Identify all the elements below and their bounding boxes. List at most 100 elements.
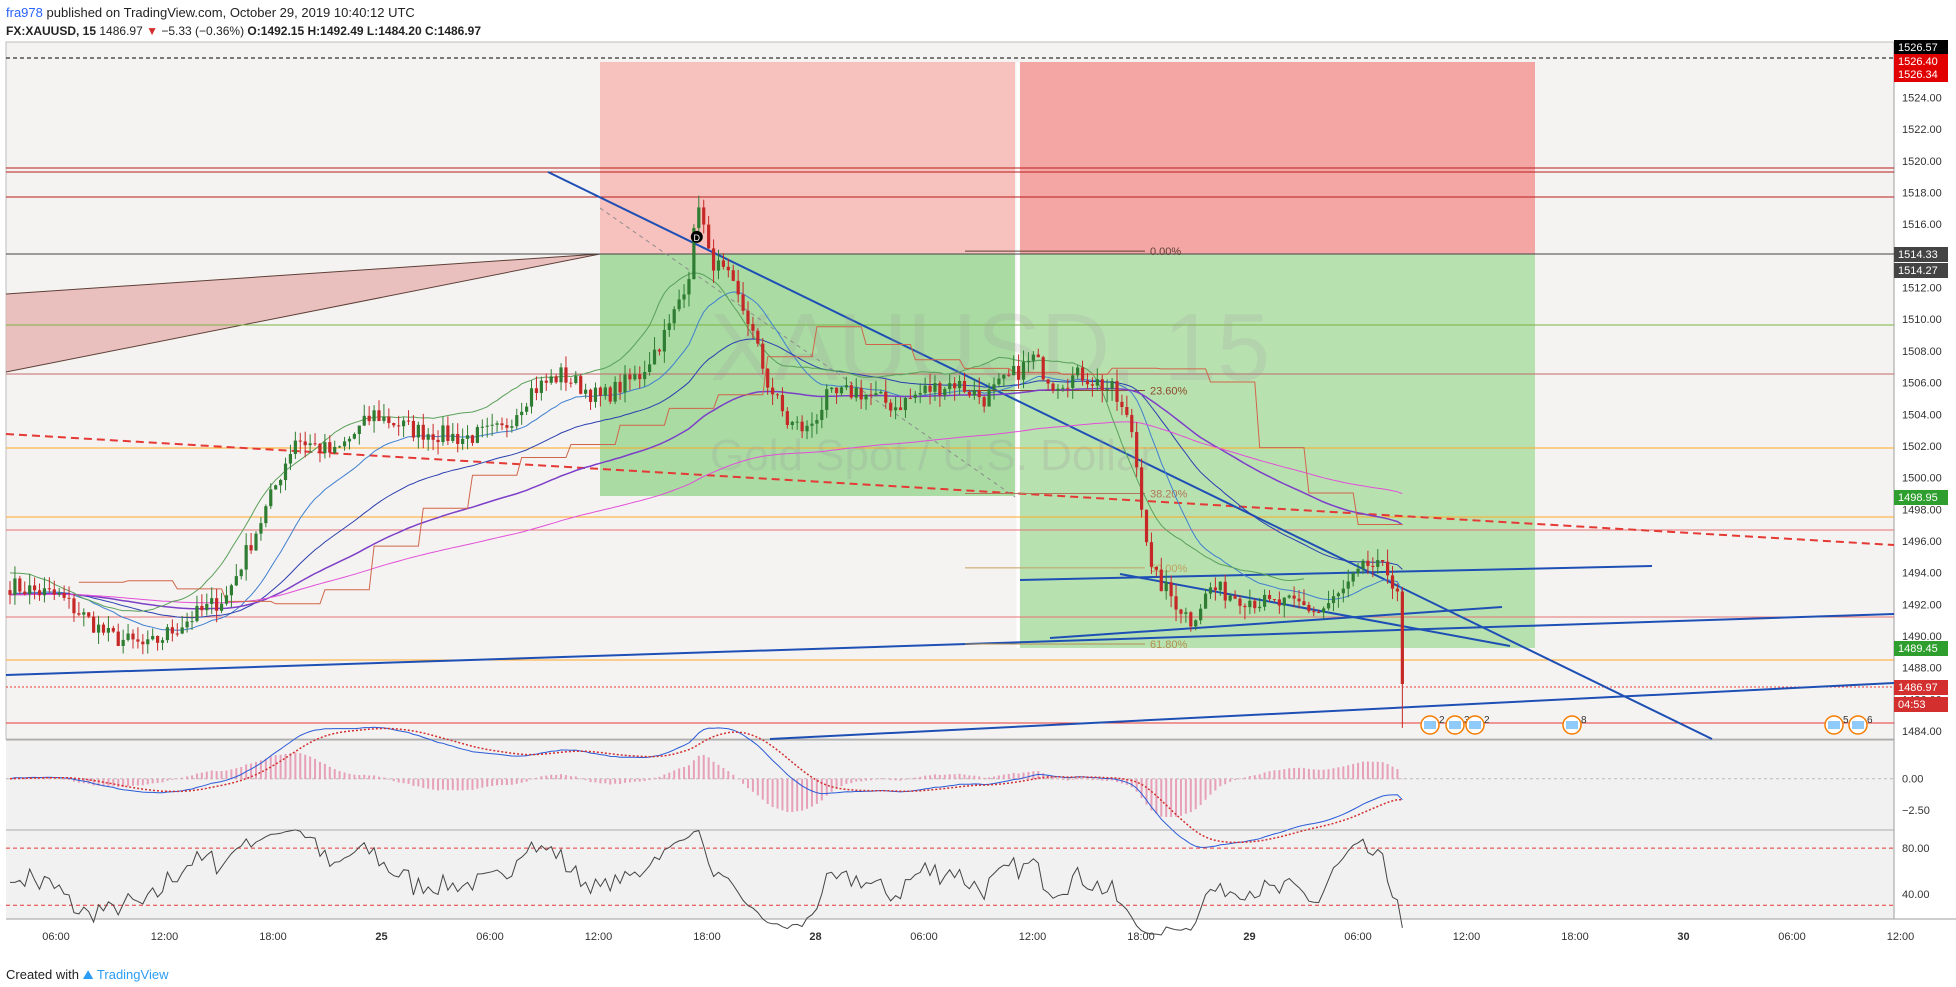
candle[interactable] [854,378,858,402]
candle[interactable] [1312,606,1316,617]
candle[interactable] [1208,582,1213,599]
candle[interactable] [293,431,297,459]
candle[interactable] [234,564,238,587]
candle[interactable] [1056,384,1060,399]
candle[interactable] [456,423,460,453]
candle[interactable] [554,373,558,384]
candle[interactable] [121,629,125,654]
candle[interactable] [761,337,765,375]
candle[interactable] [1292,586,1296,608]
candle[interactable] [57,587,61,597]
candle[interactable] [1179,608,1183,624]
candle[interactable] [1125,395,1129,418]
candle[interactable] [1381,559,1385,567]
candle[interactable] [613,376,617,405]
candle[interactable] [746,301,750,336]
candle[interactable] [569,377,573,388]
event-badge-icon[interactable]: 2 [1465,715,1490,735]
candle[interactable] [923,377,927,395]
candle[interactable] [23,581,27,596]
candle[interactable] [1253,598,1257,614]
candle[interactable] [1154,566,1158,577]
candle[interactable] [1076,365,1080,379]
candle[interactable] [1002,373,1006,387]
candle[interactable] [465,425,470,450]
candle[interactable] [1061,384,1065,392]
candle[interactable] [106,615,110,642]
candle[interactable] [1012,355,1016,376]
candle[interactable] [1140,458,1144,518]
candle[interactable] [1228,593,1232,603]
candle[interactable] [982,395,986,413]
rsi-pane[interactable] [6,831,1894,919]
candle[interactable] [1110,378,1114,401]
candle[interactable] [318,442,322,463]
candle[interactable] [790,420,794,430]
candle[interactable] [972,379,976,400]
candle[interactable] [421,413,425,449]
candle[interactable] [874,381,878,397]
candle[interactable] [711,239,716,284]
candle[interactable] [131,629,135,649]
candle[interactable] [190,611,194,630]
candle[interactable] [1233,590,1237,600]
candle[interactable] [864,394,868,410]
candle[interactable] [579,374,583,395]
candle[interactable] [544,373,548,391]
macd-pane[interactable] [6,741,1894,829]
candle[interactable] [805,420,809,440]
candle[interactable] [342,436,347,451]
candle[interactable] [62,585,66,601]
candle[interactable] [362,404,366,427]
candle[interactable] [1189,611,1193,632]
candle[interactable] [224,586,229,606]
candle[interactable] [948,374,952,395]
candle[interactable] [785,407,789,429]
candle[interactable] [1031,351,1035,370]
candle[interactable] [18,575,22,595]
candle[interactable] [1090,377,1094,397]
candle[interactable] [628,368,632,391]
candle[interactable] [1390,566,1395,600]
candle[interactable] [485,417,489,438]
candle[interactable] [687,271,691,307]
candle[interactable] [918,383,922,404]
candle[interactable] [1194,619,1198,631]
candle[interactable] [1169,575,1173,608]
candle[interactable] [1105,379,1109,402]
candle[interactable] [756,328,760,347]
candle[interactable] [815,414,819,435]
candle[interactable] [1366,550,1370,575]
candle[interactable] [869,382,873,406]
candle[interactable] [1243,603,1247,620]
candle[interactable] [1213,577,1217,601]
candle[interactable] [436,430,440,455]
publisher-name[interactable]: fra978 [6,5,43,20]
candle[interactable] [303,431,307,458]
candle[interactable] [1071,366,1075,399]
candle[interactable] [288,444,293,471]
candle[interactable] [451,422,455,444]
candle[interactable] [279,478,283,494]
candle[interactable] [967,389,971,398]
candle[interactable] [844,376,848,391]
candle[interactable] [1277,591,1281,614]
candle[interactable] [1080,360,1085,386]
candle[interactable] [1322,606,1326,619]
candle[interactable] [411,415,416,442]
candle[interactable] [72,594,76,622]
candle[interactable] [67,586,71,609]
candle[interactable] [475,424,479,444]
candle[interactable] [1258,597,1262,612]
candle[interactable] [1263,589,1267,611]
event-badge-icon[interactable]: 5 [1824,715,1849,735]
candle[interactable] [608,385,612,405]
candle[interactable] [382,403,386,424]
candle[interactable] [1174,584,1178,622]
candle[interactable] [1307,601,1311,614]
candle[interactable] [180,615,184,635]
candle[interactable] [520,402,524,425]
candle[interactable] [200,594,204,617]
candle[interactable] [771,377,775,405]
time-axis[interactable] [6,920,1894,948]
